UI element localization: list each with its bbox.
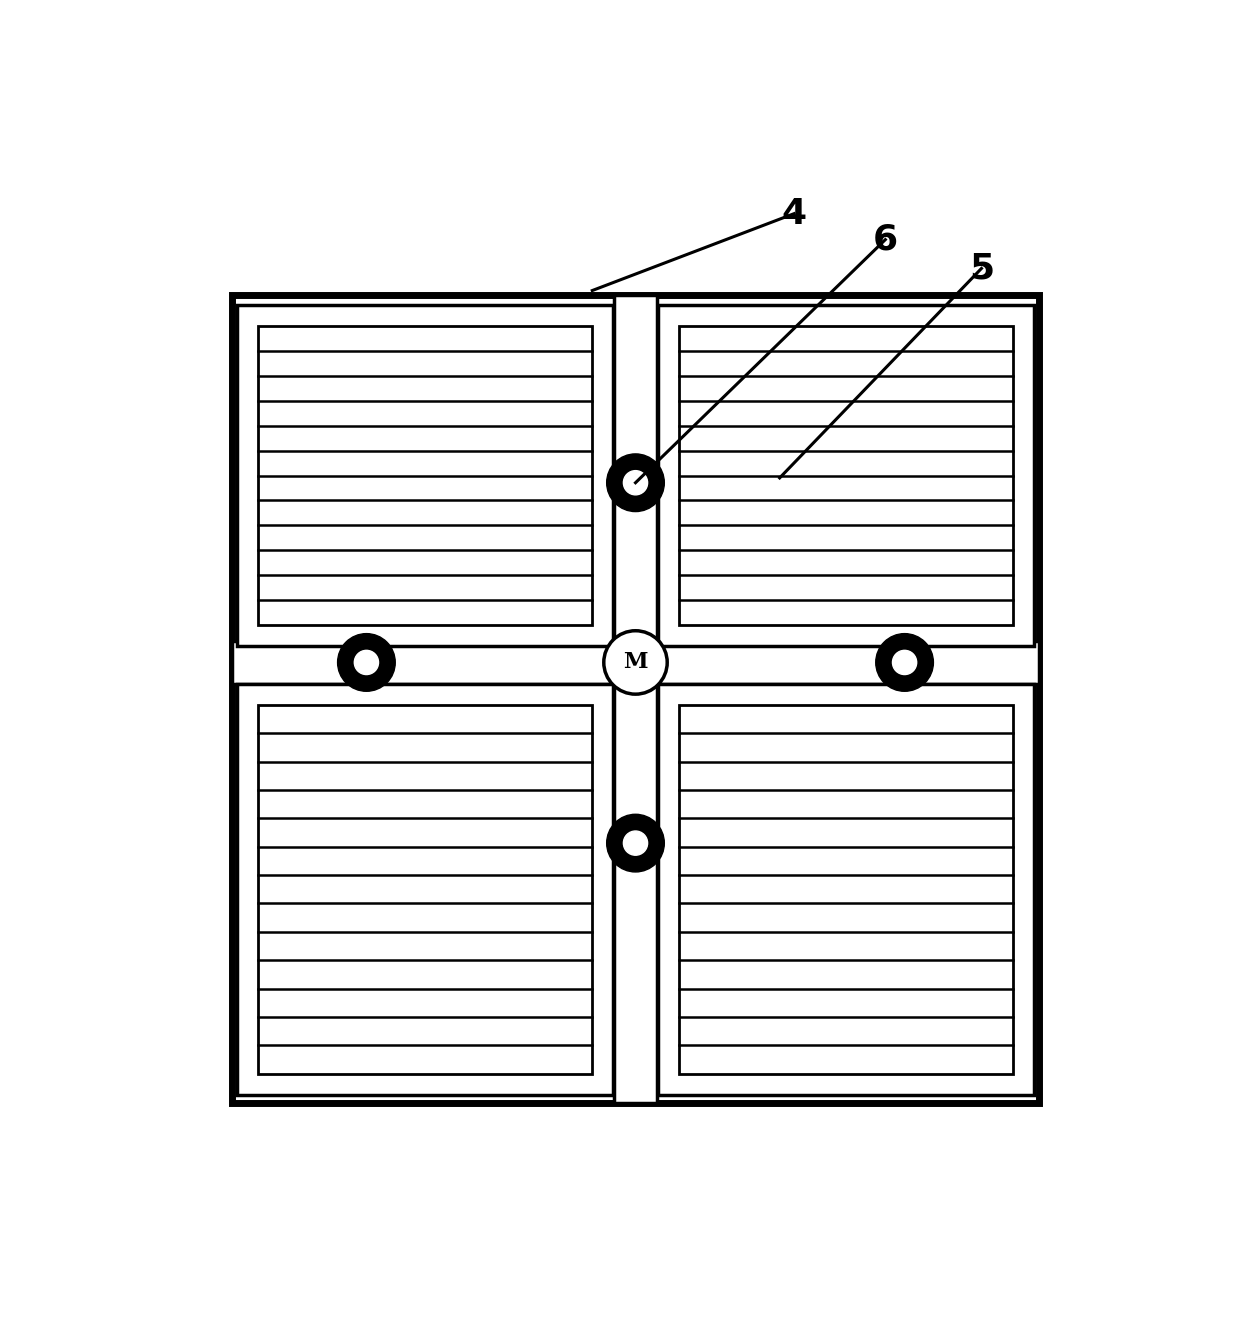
Bar [258, 326, 593, 625]
Bar [237, 683, 614, 1095]
Circle shape [624, 831, 647, 855]
Text: 5: 5 [968, 251, 994, 285]
Circle shape [337, 633, 396, 691]
Bar [678, 326, 1013, 625]
Circle shape [893, 650, 916, 674]
Circle shape [606, 454, 665, 512]
Text: 4: 4 [781, 196, 807, 231]
Circle shape [606, 815, 665, 872]
Text: 6: 6 [873, 223, 898, 256]
Text: M: M [624, 652, 647, 673]
Circle shape [875, 633, 934, 691]
Circle shape [604, 630, 667, 694]
Bar [657, 683, 1034, 1095]
Bar [614, 296, 657, 1103]
Circle shape [355, 650, 378, 674]
Bar [237, 305, 614, 646]
Bar [678, 705, 1013, 1074]
Circle shape [624, 471, 647, 495]
Bar [232, 641, 1039, 683]
Bar [232, 296, 1039, 1103]
Bar [657, 305, 1034, 646]
Bar [258, 705, 593, 1074]
